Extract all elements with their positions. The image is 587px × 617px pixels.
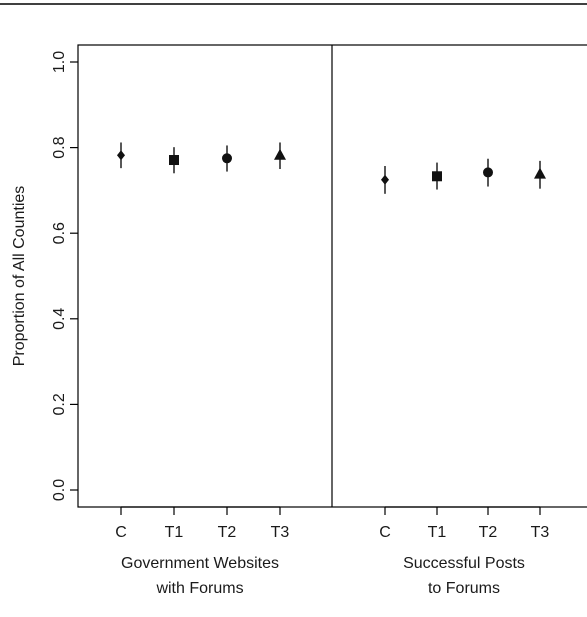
y-tick-label-0: 0.0 — [51, 479, 68, 501]
group-label-0-line2: with Forums — [155, 580, 243, 597]
point-0-2 — [222, 153, 232, 164]
point-0-1 — [169, 155, 179, 166]
y-tick-label-4: 0.8 — [51, 136, 68, 158]
y-tick-label-2: 0.4 — [51, 308, 68, 330]
point-0-3 — [274, 148, 286, 160]
y-tick-label-1: 0.2 — [51, 393, 68, 415]
plot-frame — [77, 44, 587, 508]
point-1-3 — [534, 167, 546, 179]
x-tick-label-0-3: T3 — [271, 524, 290, 541]
point-0-0 — [117, 150, 125, 161]
point-1-2 — [483, 167, 493, 178]
point-1-0 — [381, 174, 389, 185]
x-tick-label-1-1: T1 — [428, 524, 447, 541]
x-tick-label-1-0: C — [379, 524, 391, 541]
y-axis-title: Proportion of All Counties — [11, 186, 28, 367]
group-label-1-line2: to Forums — [428, 580, 500, 597]
group-label-0-line1: Government Websites — [121, 555, 279, 572]
x-tick-label-1-3: T3 — [531, 524, 550, 541]
data-marks — [117, 142, 546, 194]
x-tick-label-0-1: T1 — [165, 524, 184, 541]
y-tick-label-5: 1.0 — [51, 51, 68, 73]
x-tick-label-0-0: C — [115, 524, 127, 541]
x-tick-label-0-2: T2 — [218, 524, 237, 541]
y-tick-label-3: 0.6 — [51, 222, 68, 244]
x-tick-label-1-2: T2 — [479, 524, 498, 541]
x-axis: C T1 T2 T3 Government Websites with Forums C T1… — [115, 506, 550, 597]
point-1-1 — [432, 171, 442, 182]
group-label-1-line1: Successful Posts — [403, 555, 525, 572]
y-axis: 0.0 0.2 0.4 0.6 0.8 1.0 — [51, 51, 78, 501]
